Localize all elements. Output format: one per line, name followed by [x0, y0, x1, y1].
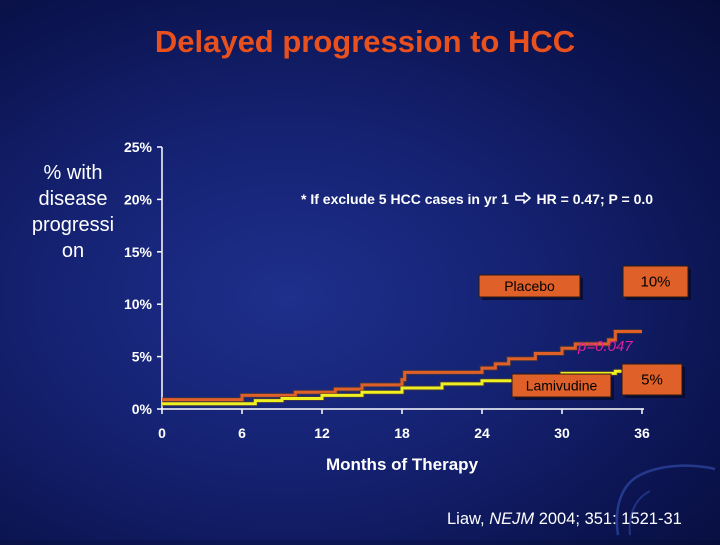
y-tick-label: 10% [124, 296, 153, 312]
y-tick-label: 0% [132, 401, 153, 417]
y-axis-label-line: % with [43, 162, 103, 184]
x-tick-label: 36 [634, 425, 650, 441]
lamivudine-legend-text: Lamivudine [526, 378, 598, 394]
y-axis-label-line: progressi [31, 214, 115, 236]
x-axis-title: Months of Therapy [326, 455, 479, 474]
placebo-line [162, 329, 642, 402]
note-prefix: * If exclude 5 HCC cases in yr 1 [301, 191, 509, 207]
placebo-end-label-box [622, 265, 689, 298]
y-axis-label-line: on [61, 240, 85, 262]
p-value-annotation: p=0.047 [577, 338, 633, 355]
right-arrow-icon [514, 191, 531, 207]
lamivudine-end-label-box [621, 363, 683, 396]
x-tick-label: 12 [314, 425, 330, 441]
exclusion-note: * If exclude 5 HCC cases in yr 1 HR = 0.… [301, 191, 720, 207]
slide-title: Delayed progression to HCC [154, 24, 576, 59]
y-axis-label: % with disease progressi on [18, 160, 128, 264]
placebo-legend-text: Placebo [504, 278, 555, 294]
y-tick-label: 5% [132, 349, 153, 365]
y-axis-label-line: disease [38, 188, 108, 210]
y-tick-label: 25% [124, 139, 153, 155]
placebo-end-label-text: 10% [640, 274, 670, 291]
y-tick-label: 20% [124, 191, 153, 207]
x-tick-label: 24 [474, 425, 490, 441]
lamivudine-end-label-text: 5% [641, 372, 663, 389]
liver-outline-icon [610, 455, 720, 540]
x-tick-label: 18 [394, 425, 410, 441]
citation-author: Liaw, [447, 510, 490, 528]
citation-details: 2004; 351: 1521-31 [534, 510, 682, 528]
x-tick-label: 6 [238, 425, 246, 441]
placebo-legend-box [478, 274, 581, 298]
citation: Liaw, NEJM 2004; 351: 1521-31 [447, 510, 682, 529]
citation-journal: NEJM [489, 510, 535, 528]
lamivudine-legend-box [511, 373, 612, 398]
x-tick-label: 30 [554, 425, 570, 441]
x-tick-label: 0 [158, 425, 166, 441]
note-suffix: HR = 0.47; P = 0.0 [536, 191, 654, 207]
y-tick-label: 15% [124, 244, 153, 260]
